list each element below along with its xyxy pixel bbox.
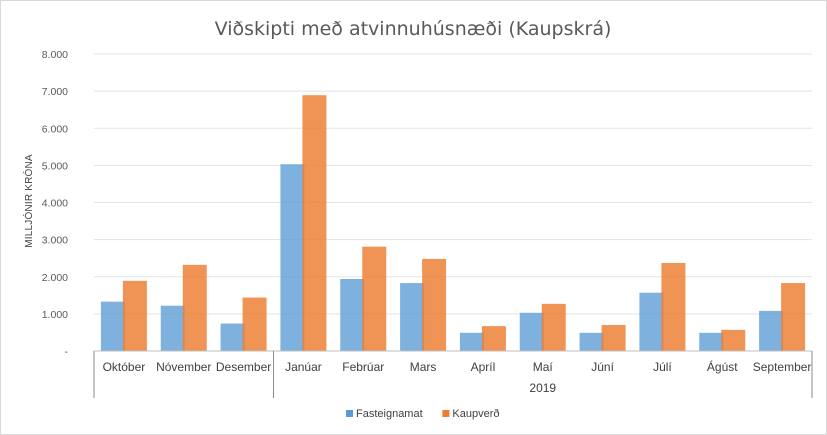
- category-label: Ágúst: [707, 359, 738, 374]
- category-label: Október: [103, 360, 146, 374]
- y-axis-label: MILLJÓNIR KRÓNA: [22, 154, 35, 248]
- bar-fasteignamat: [579, 332, 604, 351]
- category-label: Febrúar: [342, 360, 384, 374]
- bar-kaupverð: [661, 263, 686, 351]
- gridlines: [94, 53, 812, 315]
- bar-kaupverð: [362, 246, 387, 351]
- bar-fasteignamat: [100, 301, 125, 351]
- bar-kaupverð: [182, 264, 207, 351]
- bar-fasteignamat: [340, 278, 365, 351]
- bar-fasteignamat: [400, 283, 425, 351]
- legend: Fasteignamat Kaupverð: [346, 408, 499, 420]
- bar-kaupverð: [541, 303, 566, 351]
- legend-label: Kaupverð: [452, 408, 499, 420]
- bar-fasteignamat: [459, 332, 484, 351]
- bar-fasteignamat: [160, 305, 185, 351]
- category-label: Mars: [410, 360, 437, 374]
- category-label: September: [753, 360, 812, 374]
- y-tick-label: 3.000: [42, 235, 68, 247]
- bar-kaupverð: [242, 297, 267, 351]
- bar-kaupverð: [781, 283, 806, 351]
- group-label: 2019: [529, 381, 556, 395]
- category-label: Júní: [591, 360, 614, 374]
- bar-kaupverð: [721, 329, 746, 351]
- y-tick-label: 5.000: [42, 160, 68, 172]
- bar-fasteignamat: [699, 332, 724, 351]
- x-axis: Október Nóvember Desember Janúar Febrúar Mars…: [93, 350, 813, 398]
- y-tick-label: -: [65, 346, 69, 358]
- bar-kaupverð: [481, 326, 506, 351]
- bars: [100, 95, 806, 352]
- bar-kaupverð: [422, 258, 447, 351]
- y-tick-label: 4.000: [42, 198, 68, 210]
- bar-fasteignamat: [759, 310, 784, 351]
- category-label: Maí: [533, 360, 554, 374]
- category-label: Nóvember: [156, 360, 211, 374]
- bar-kaupverð: [302, 95, 327, 352]
- category-label: Júlí: [653, 360, 672, 374]
- y-tick-label: 6.000: [42, 123, 68, 135]
- legend-swatch: [442, 410, 450, 417]
- bar-fasteignamat: [639, 292, 664, 351]
- y-tick-label: 2.000: [42, 272, 68, 284]
- bar-fasteignamat: [220, 323, 245, 351]
- bar-fasteignamat: [280, 164, 305, 351]
- legend-swatch: [346, 410, 353, 417]
- legend-label: Fasteignamat: [356, 408, 423, 420]
- chart-title: Viðskipti með atvinnuhúsnæði (Kaupskrá): [215, 18, 612, 40]
- bar-kaupverð: [122, 280, 147, 351]
- bar-kaupverð: [601, 325, 626, 351]
- y-tick-label: 8.000: [42, 49, 68, 61]
- category-label: Desember: [216, 360, 271, 374]
- y-axis-ticks: - 1.000 2.000 3.000 4.000 5.000 6.000 7.000 8.00…: [42, 49, 69, 358]
- category-label: Apríl: [471, 360, 496, 374]
- y-tick-label: 7.000: [42, 86, 68, 98]
- bar-fasteignamat: [519, 312, 544, 351]
- y-tick-label: 1.000: [42, 309, 68, 321]
- category-label: Janúar: [285, 360, 322, 374]
